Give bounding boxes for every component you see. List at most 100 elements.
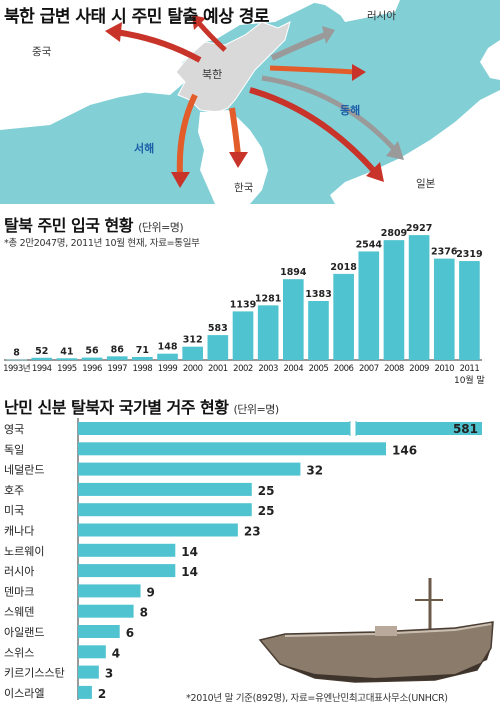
entries-bar [283,279,304,360]
entries-bar [232,311,254,360]
entries-tick-label: 2007 [359,364,379,374]
arrow-head-china-north [192,15,206,30]
entries-tick-label: 2001 [208,364,228,374]
entries-tick-label: 2003 [258,364,278,374]
refugees-category-label: 덴마크 [4,585,34,598]
map-title: 북한 급변 사태 시 주민 탈출 예상 경로 [4,7,270,27]
refugees-value-label: 25 [258,484,275,498]
entries-value-label: 71 [136,345,149,356]
refugees-value-label: 146 [392,443,417,457]
refugees-value-label: 23 [244,525,261,539]
arrow-to-south-korea [229,107,241,156]
refugees-category-label: 키르기스스탄 [4,667,65,680]
refugees-category-label: 스웨덴 [4,606,34,619]
label-china: 중국 [32,46,52,58]
refugees-category-label: 호주 [4,484,24,497]
refugees-note: *2010년 말 기준(892명), 자료=유엔난민최고대표사무소(UNHCR) [186,693,448,704]
entries-extra-label: 10월 말 [454,374,485,386]
entries-bar [408,235,430,360]
entries-bar [182,346,203,360]
label-north-korea: 북한 [202,68,223,81]
arrow-to-west-sea [176,93,198,176]
entries-bar [6,359,27,361]
entries-value-label: 2544 [356,239,383,250]
refugees-bar [78,625,120,638]
entries-unit: (단위=명) [138,221,184,234]
entries-value-label: 2376 [431,247,458,258]
entries-value-label: 56 [85,346,99,357]
entries-tick-label: 1998 [133,364,153,374]
arrow-head-south-korea [229,152,248,168]
refugees-bar [78,584,141,598]
entries-value-label: 41 [60,346,73,357]
refugees-category-label: 아일랜드 [4,625,44,639]
entries-title-text: 탈북 주민 입국 현황 [4,216,133,235]
entries-bar [459,261,480,360]
refugees-bar [78,462,301,476]
refugees-value-label: 8 [140,606,148,620]
label-japan: 일본 [416,178,436,190]
arrow-head-japan-east [386,141,404,160]
entries-value-label: 2927 [406,223,432,234]
refugees-value-label: 9 [147,585,155,599]
arrow-to-china-north [196,20,227,52]
north-korea-land [175,21,291,113]
arrow-to-japan-east [261,75,397,152]
entries-tick-label: 1995 [57,364,77,374]
entries-title: 탈북 주민 입국 현황 (단위=명) [4,212,184,236]
entries-value-label: 1139 [230,299,256,310]
refugees-bar [78,543,176,557]
entries-bar [383,240,405,360]
refugees-category-label: 캐나다 [4,525,34,538]
boat-cargo [375,626,397,636]
entries-bar [358,251,380,360]
entries-value-label: 52 [35,346,48,357]
refugees-category-label: 네덜란드 [4,464,44,477]
refugees-value-label: 14 [181,565,198,579]
arrow-head-china [105,22,122,42]
entries-bar [333,273,354,360]
refugees-category-label: 독일 [4,442,24,456]
refugees-axis-break [350,421,356,436]
refugees-unit: (단위=명) [233,403,280,416]
entries-value-label: 583 [208,323,228,334]
refugees-value-label: 6 [126,626,134,640]
entries-bar [257,305,279,360]
refugees-value-label: 14 [181,545,198,559]
entries-value-label: 1894 [280,267,307,278]
entries-bar [31,357,53,360]
arrow-head-russia [322,26,335,44]
refugees-bar [78,685,92,699]
entries-tick-label: 2005 [309,364,329,374]
refugees-value-label: 32 [306,464,323,478]
refugees-category-label: 영국 [4,423,24,436]
japan-north-land [480,40,500,80]
refugees-value-label: 3 [105,667,113,681]
entries-value-label: 148 [158,342,178,353]
boat-illustration [258,578,494,683]
entries-tick-label: 2006 [334,364,354,374]
refugees-title: 난민 신분 탈북자 국가별 거주 현황 (단위=명) [4,394,279,418]
entries-value-label: 2809 [381,228,407,239]
label-south-korea: 한국 [234,182,254,194]
entries-tick-label: 2009 [409,364,429,374]
entries-bar [207,335,229,360]
arrow-head-japan [366,162,384,182]
entries-bar [433,258,455,360]
refugees-bar [78,442,386,456]
entries-bar [308,300,329,360]
entries-value-label: 312 [183,335,203,346]
entries-tick-label: 2000 [183,364,203,374]
entries-tick-label: 1997 [107,364,127,374]
refugees-value-label: 4 [112,646,120,660]
refugees-category-label: 노르웨이 [4,545,44,558]
entries-value-label: 1383 [305,289,331,300]
entries-bar [56,358,78,360]
entries-value-label: 2018 [330,262,357,273]
refugees-bar [78,564,176,578]
arrow-to-china [114,29,202,63]
entries-bar-chart: 8 1993년 52 1994 41 1995 56 1996 86 1997 71 1998 148 1… [3,223,485,386]
entries-bar [81,357,103,360]
entries-tick-label: 1996 [82,364,102,374]
